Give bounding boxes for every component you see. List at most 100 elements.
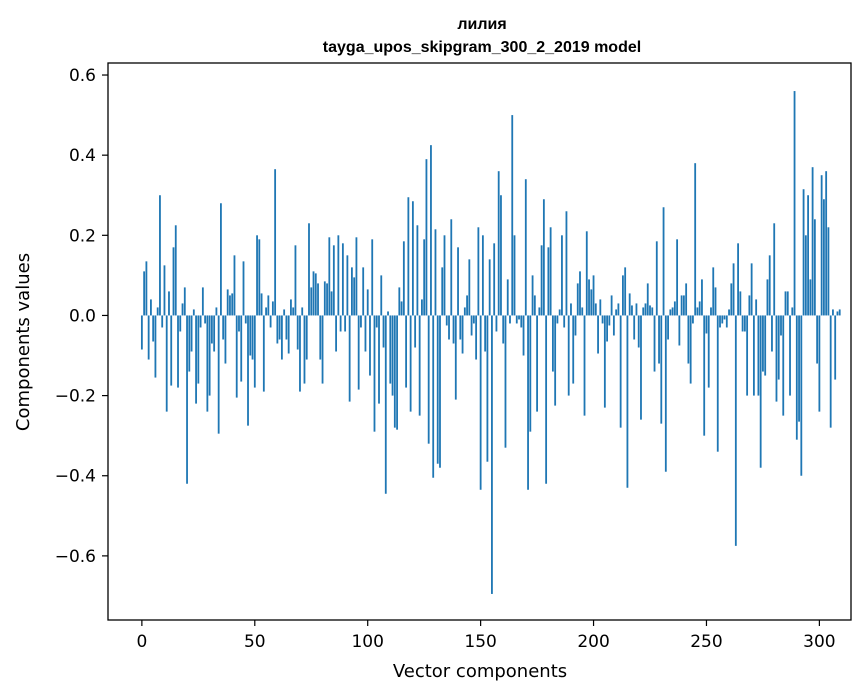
bar-130 <box>434 229 437 316</box>
bar-187 <box>563 315 566 328</box>
bar-225 <box>649 305 651 316</box>
bar-138 <box>452 315 455 344</box>
bar-68 <box>294 245 297 316</box>
bar-286 <box>786 291 789 316</box>
bar-40 <box>231 293 234 316</box>
bar-70 <box>299 315 301 392</box>
bar-171 <box>527 315 529 490</box>
bar-19 <box>183 287 186 316</box>
bar-238 <box>678 315 681 346</box>
bar-168 <box>520 315 523 328</box>
bar-17 <box>179 315 182 332</box>
bar-214 <box>624 267 627 316</box>
bar-27 <box>201 287 204 316</box>
bar-129 <box>432 315 435 478</box>
bar-126 <box>425 159 428 316</box>
bar-263 <box>734 315 737 546</box>
bar-230 <box>660 315 663 424</box>
bar-234 <box>669 309 672 316</box>
bar-50 <box>253 315 256 388</box>
bar-100 <box>366 289 369 316</box>
bar-22 <box>190 315 193 352</box>
y-axis-label: Components values <box>13 253 34 431</box>
bar-249 <box>703 315 706 436</box>
bar-114 <box>398 287 401 316</box>
bar-300 <box>818 315 821 412</box>
bar-80 <box>321 315 324 384</box>
bar-205 <box>603 315 606 408</box>
bar-21 <box>188 315 191 372</box>
bar-38 <box>226 289 229 316</box>
bar-9 <box>161 315 164 328</box>
bar-294 <box>804 235 807 316</box>
x-tick-label: 100 <box>351 632 383 652</box>
bar-141 <box>459 315 462 340</box>
bar-52 <box>258 239 261 316</box>
bar-72 <box>303 315 306 384</box>
bar-8 <box>159 195 161 316</box>
bar-29 <box>206 315 209 412</box>
bar-73 <box>305 315 308 360</box>
bar-75 <box>310 287 313 316</box>
bar-69 <box>296 315 299 350</box>
bar-223 <box>644 303 647 316</box>
bar-110 <box>389 315 392 384</box>
bar-251 <box>707 315 710 388</box>
bar-120 <box>411 201 414 316</box>
bar-231 <box>662 207 665 316</box>
bar-152 <box>484 315 487 352</box>
bar-260 <box>728 309 730 316</box>
bar-87 <box>337 235 340 316</box>
bar-244 <box>692 315 694 324</box>
bar-32 <box>213 315 216 352</box>
bar-106 <box>380 275 383 316</box>
bar-299 <box>816 315 819 364</box>
bar-193 <box>576 283 579 316</box>
bar-14 <box>172 247 175 316</box>
bar-265 <box>739 291 742 316</box>
bar-202 <box>597 315 599 354</box>
bar-248 <box>701 279 703 316</box>
bar-151 <box>481 235 484 316</box>
bar-85 <box>332 245 335 316</box>
bar-123 <box>418 315 421 416</box>
bar-3 <box>147 315 150 360</box>
bar-180 <box>547 247 550 316</box>
bar-42 <box>235 315 238 398</box>
bar-165 <box>513 235 516 316</box>
bar-146 <box>470 315 473 336</box>
bar-83 <box>328 237 331 316</box>
bar-125 <box>423 239 426 316</box>
bar-96 <box>357 315 360 390</box>
bar-4 <box>150 299 152 316</box>
bar-133 <box>441 267 444 316</box>
bar-16 <box>177 315 179 388</box>
bar-161 <box>504 315 507 448</box>
bar-229 <box>658 315 660 364</box>
bar-259 <box>725 315 728 328</box>
bar-209 <box>612 315 615 336</box>
bar-167 <box>518 315 520 320</box>
bar-93 <box>351 267 353 316</box>
bar-291 <box>798 315 800 422</box>
bar-303 <box>825 171 828 316</box>
bar-269 <box>748 295 751 316</box>
bar-208 <box>610 295 613 316</box>
bar-305 <box>829 315 832 428</box>
bar-196 <box>583 315 586 416</box>
bar-271 <box>752 315 755 396</box>
bar-190 <box>570 303 572 316</box>
bar-288 <box>791 307 794 316</box>
bar-31 <box>210 315 213 344</box>
bar-143 <box>463 307 466 316</box>
bar-91 <box>346 255 349 316</box>
bar-144 <box>466 295 468 316</box>
bar-104 <box>375 315 378 328</box>
y-tick-label: 0.2 <box>69 226 96 246</box>
bar-266 <box>741 315 744 332</box>
bar-10 <box>163 265 166 316</box>
bar-26 <box>199 315 202 328</box>
bar-44 <box>240 315 243 382</box>
bar-267 <box>743 315 746 332</box>
